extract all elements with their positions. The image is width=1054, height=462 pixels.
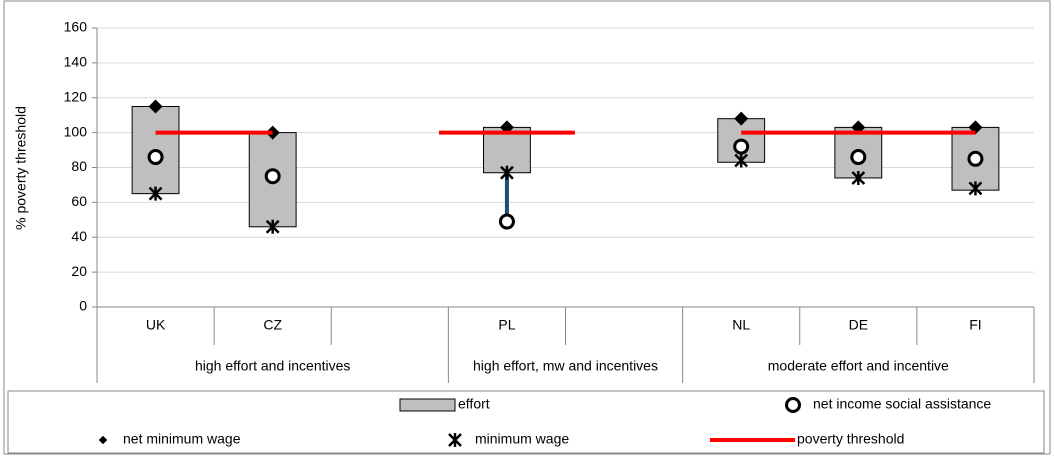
x-tick-label: NL xyxy=(732,317,750,333)
y-axis-label: % poverty threshold xyxy=(13,106,29,230)
legend-swatch xyxy=(400,399,455,411)
x-tick-label: DE xyxy=(849,317,868,333)
y-tick-label: 0 xyxy=(79,298,87,314)
legend-label: poverty threshold xyxy=(797,431,904,447)
circle-marker xyxy=(266,170,279,183)
legend-label: minimum wage xyxy=(475,431,569,447)
legend-label: net minimum wage xyxy=(123,431,241,447)
group-label: high effort and incentives xyxy=(195,358,350,374)
y-tick-label: 120 xyxy=(64,88,88,104)
y-tick-label: 80 xyxy=(71,158,87,174)
legend-swatch xyxy=(99,436,107,444)
legend-label: effort xyxy=(458,396,490,412)
x-tick-label: PL xyxy=(498,317,515,333)
legend-swatch xyxy=(449,433,461,447)
frame xyxy=(4,1,1050,454)
circle-marker xyxy=(969,152,982,165)
x-tick-label: UK xyxy=(146,317,166,333)
legend-label: net income social assistance xyxy=(813,396,991,412)
y-tick-label: 100 xyxy=(64,123,88,139)
y-tick-label: 40 xyxy=(71,228,87,244)
y-tick-label: 20 xyxy=(71,263,87,279)
x-tick-label: FI xyxy=(969,317,981,333)
group-label: high effort, mw and incentives xyxy=(473,358,658,374)
circle-marker xyxy=(735,140,748,153)
circle-marker xyxy=(500,215,513,228)
circle-marker xyxy=(852,151,865,164)
y-tick-label: 60 xyxy=(71,193,87,209)
chart: % poverty threshold 0 20 40 60 80 100 120 140 16… xyxy=(0,0,1054,457)
group-label: moderate effort and incentive xyxy=(768,358,949,374)
y-tick-label: 140 xyxy=(64,54,88,70)
circle-marker xyxy=(149,151,162,164)
legend-swatch xyxy=(787,399,800,412)
x-tick-label: CZ xyxy=(263,317,282,333)
y-tick-label: 160 xyxy=(64,19,88,35)
